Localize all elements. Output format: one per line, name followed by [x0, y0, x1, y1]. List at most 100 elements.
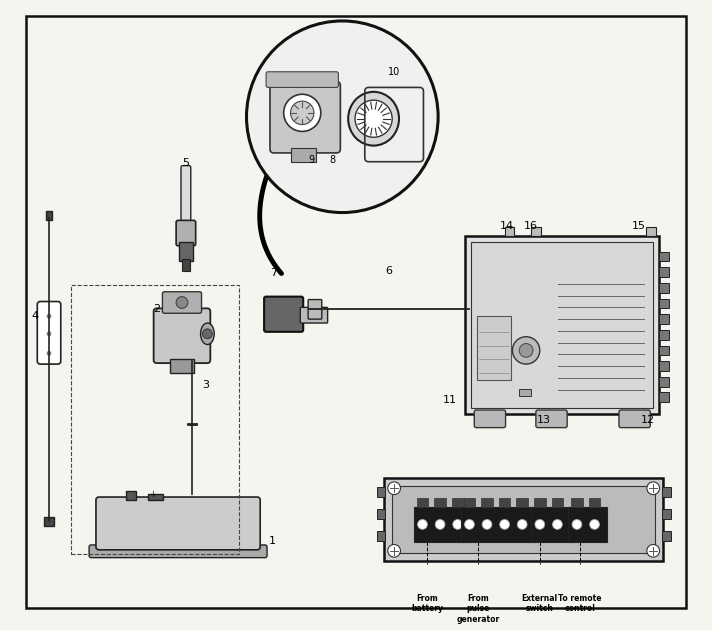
FancyBboxPatch shape	[619, 410, 650, 428]
Bar	[126, 491, 136, 500]
Circle shape	[246, 21, 438, 212]
Ellipse shape	[348, 92, 399, 146]
Text: To remote
control: To remote control	[558, 594, 602, 613]
Bar	[519, 389, 531, 396]
Text: 13: 13	[537, 415, 550, 425]
Circle shape	[646, 544, 659, 557]
Text: 11: 11	[443, 395, 457, 405]
FancyBboxPatch shape	[536, 410, 567, 428]
FancyBboxPatch shape	[37, 302, 61, 364]
Bar	[516, 498, 528, 507]
FancyBboxPatch shape	[270, 81, 340, 153]
Bar	[327, 81, 335, 88]
Text: 14: 14	[500, 221, 513, 231]
Circle shape	[388, 544, 400, 557]
Text: 2: 2	[153, 304, 160, 314]
Circle shape	[535, 520, 545, 529]
Bar	[392, 486, 655, 553]
Bar	[44, 517, 54, 527]
Text: 7: 7	[271, 268, 278, 278]
Circle shape	[47, 352, 51, 355]
Bar	[568, 507, 607, 542]
Bar	[464, 498, 476, 507]
Bar	[466, 236, 659, 414]
FancyBboxPatch shape	[154, 308, 210, 363]
Bar	[434, 498, 446, 507]
Bar	[531, 227, 541, 236]
Circle shape	[572, 520, 582, 529]
Bar	[291, 148, 316, 162]
Bar	[531, 507, 570, 542]
Circle shape	[464, 520, 474, 529]
Circle shape	[47, 332, 51, 336]
Bar	[283, 81, 291, 88]
Bar	[384, 478, 663, 561]
Text: From
pulse
generator: From pulse generator	[456, 594, 500, 624]
Circle shape	[646, 482, 659, 495]
Bar	[662, 509, 671, 518]
Circle shape	[355, 100, 392, 137]
Bar	[170, 359, 194, 373]
Circle shape	[202, 329, 212, 339]
Text: 9: 9	[308, 155, 314, 165]
Bar	[662, 531, 671, 541]
Bar	[471, 301, 474, 318]
Bar	[659, 299, 669, 308]
Text: 15: 15	[632, 221, 646, 231]
Bar	[417, 498, 429, 507]
Bar	[477, 316, 511, 380]
Circle shape	[482, 520, 492, 529]
Circle shape	[519, 343, 533, 357]
Bar	[305, 81, 313, 88]
Bar	[479, 301, 482, 318]
Circle shape	[283, 94, 321, 132]
Ellipse shape	[201, 323, 214, 345]
FancyBboxPatch shape	[181, 166, 191, 228]
FancyBboxPatch shape	[89, 545, 267, 558]
Bar	[468, 301, 471, 318]
Text: External
switch: External switch	[522, 594, 558, 613]
Circle shape	[418, 520, 427, 529]
Bar	[659, 392, 669, 402]
Circle shape	[176, 297, 188, 308]
Bar	[46, 210, 52, 220]
Text: 6: 6	[386, 266, 393, 276]
Bar	[552, 498, 563, 507]
Text: +: +	[150, 490, 156, 498]
Bar	[452, 498, 464, 507]
Circle shape	[500, 520, 510, 529]
Bar	[148, 494, 164, 500]
Circle shape	[513, 336, 540, 364]
Bar	[377, 531, 385, 541]
FancyBboxPatch shape	[96, 497, 260, 550]
Circle shape	[518, 520, 527, 529]
Bar	[659, 330, 669, 340]
Bar	[589, 498, 600, 507]
Circle shape	[388, 482, 400, 495]
Text: 10: 10	[388, 67, 400, 77]
Bar	[294, 81, 302, 88]
Bar	[498, 498, 511, 507]
Bar	[571, 498, 583, 507]
Circle shape	[47, 314, 51, 318]
Bar	[659, 283, 669, 293]
Bar	[182, 260, 190, 271]
Bar	[659, 267, 669, 277]
Bar	[659, 345, 669, 355]
Text: 16: 16	[524, 221, 538, 231]
FancyBboxPatch shape	[300, 307, 328, 323]
Text: 1: 1	[268, 536, 276, 546]
Text: 12: 12	[642, 415, 655, 425]
Text: 5: 5	[182, 158, 189, 168]
Circle shape	[290, 101, 314, 125]
FancyBboxPatch shape	[308, 299, 322, 319]
Circle shape	[453, 520, 463, 529]
Bar	[414, 507, 471, 542]
Text: 4: 4	[32, 311, 39, 321]
Bar	[316, 81, 324, 88]
Bar	[377, 487, 385, 497]
Text: From
battery: From battery	[412, 594, 444, 613]
FancyBboxPatch shape	[474, 410, 506, 428]
Bar	[659, 314, 669, 324]
FancyBboxPatch shape	[176, 220, 196, 246]
